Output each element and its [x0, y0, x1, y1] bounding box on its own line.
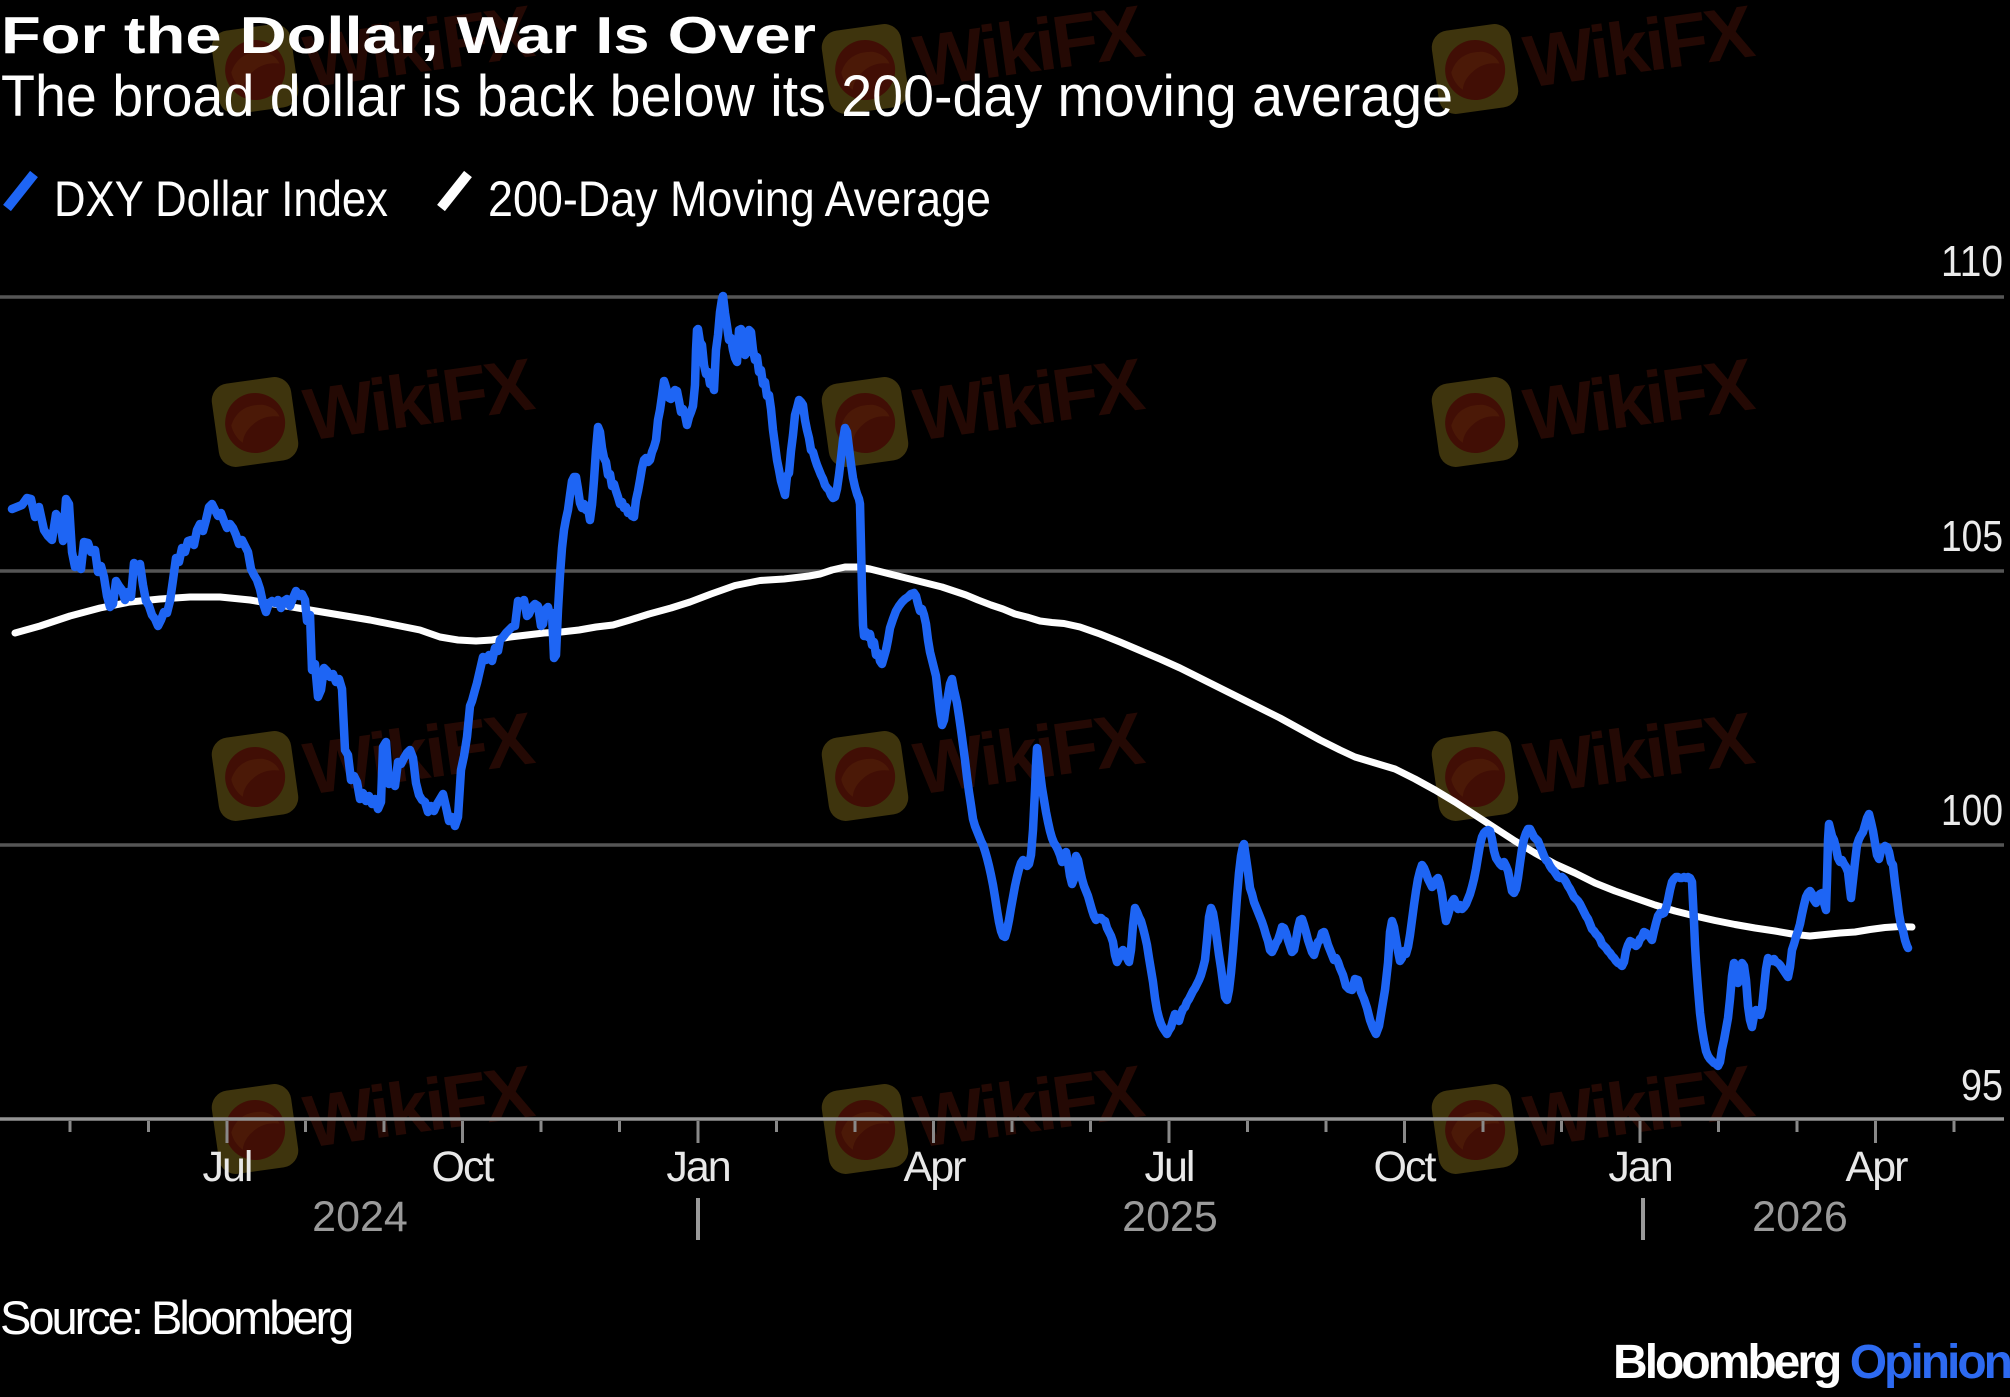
svg-text:105: 105 [1941, 512, 2003, 561]
svg-text:2025: 2025 [1122, 1193, 1218, 1241]
svg-text:Apr: Apr [904, 1143, 967, 1191]
svg-text:Jan: Jan [666, 1143, 729, 1191]
svg-text:2026: 2026 [1752, 1193, 1848, 1241]
svg-text:Jul: Jul [203, 1143, 252, 1191]
svg-text:200-Day Moving Average: 200-Day Moving Average [488, 171, 991, 227]
svg-text:Bloomberg Opinion: Bloomberg Opinion [1613, 1336, 2010, 1389]
svg-text:Jul: Jul [1145, 1143, 1194, 1191]
svg-text:The broad dollar is back below: The broad dollar is back below its 200-d… [1, 64, 1453, 129]
svg-text:Apr: Apr [1846, 1143, 1909, 1191]
svg-text:110: 110 [1941, 237, 2003, 286]
svg-text:Source: Bloomberg: Source: Bloomberg [0, 1291, 352, 1344]
svg-text:Jan: Jan [1608, 1143, 1671, 1191]
svg-text:For the Dollar, War Is Over: For the Dollar, War Is Over [1, 7, 816, 65]
svg-text:95: 95 [1961, 1061, 2003, 1110]
svg-text:100: 100 [1941, 786, 2003, 835]
svg-text:Oct: Oct [432, 1143, 495, 1191]
svg-text:DXY Dollar Index: DXY Dollar Index [54, 171, 388, 227]
svg-text:2024: 2024 [312, 1193, 408, 1241]
svg-text:Oct: Oct [1374, 1143, 1437, 1191]
